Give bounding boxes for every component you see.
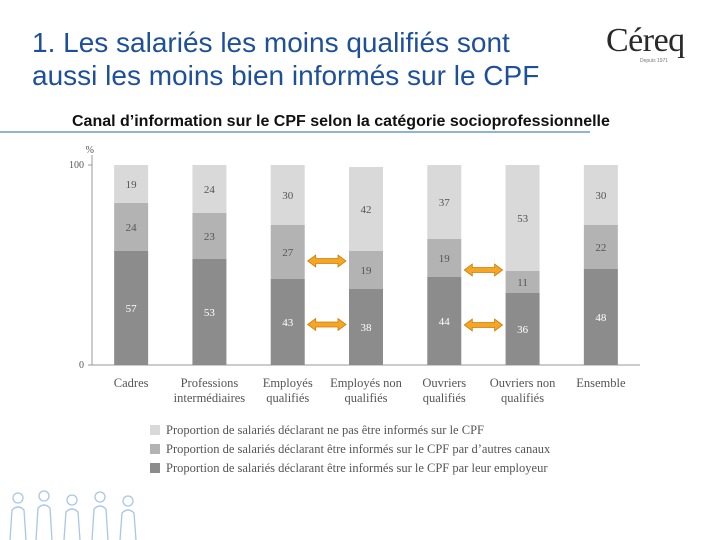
x-tick-label: qualifiés — [501, 391, 544, 405]
bar-value-label: 19 — [126, 179, 138, 191]
bar-value-label: 19 — [439, 253, 451, 265]
bar-value-label: 43 — [282, 317, 294, 329]
x-tick-label: Professions — [181, 376, 239, 390]
comparison-arrow-shape — [463, 318, 504, 332]
bar-segment — [427, 165, 462, 239]
bar-value-label: 38 — [361, 322, 373, 334]
bar-segment — [114, 165, 149, 203]
bar-segment — [270, 165, 305, 225]
x-tick-label: Ouvriers non — [490, 376, 556, 390]
bar-value-label: 24 — [126, 222, 138, 234]
bar-segment — [114, 251, 149, 365]
bar-value-label: 36 — [517, 324, 529, 336]
legend-swatch — [150, 444, 160, 454]
comparison-arrow — [307, 254, 347, 268]
x-tick-label: Employés — [263, 376, 313, 390]
x-tick-label: intermédiaires — [174, 391, 246, 405]
bar-segment — [270, 225, 305, 279]
legend-label: Proportion de salariés déclarant être in… — [166, 461, 548, 475]
legend-swatch — [150, 425, 160, 435]
bar-segment — [583, 269, 618, 365]
chart-subtitle: Canal d’information sur le CPF selon la … — [72, 113, 610, 130]
bar-value-label: 44 — [439, 316, 451, 328]
y-tick-label: 100 — [69, 160, 84, 171]
bar-value-label: 48 — [595, 312, 607, 324]
cereq-logo: Céreq Depuis 1971 — [606, 22, 696, 70]
bar-segment — [114, 203, 149, 251]
x-tick-label: qualifiés — [266, 391, 309, 405]
x-tick-label: Ouvriers — [422, 376, 466, 390]
bar-value-label: 22 — [595, 242, 606, 254]
bar-segment — [349, 167, 383, 251]
bar-segment — [192, 165, 227, 213]
bar-segment — [192, 259, 227, 365]
bar-segment — [583, 165, 618, 225]
bar-segment — [349, 251, 383, 289]
comparison-arrow-shape — [307, 317, 347, 332]
bar-value-label: 27 — [282, 247, 294, 259]
bar-value-label: 30 — [595, 190, 607, 202]
x-tick-label: qualifiés — [423, 391, 466, 405]
y-axis-label: % — [86, 145, 94, 156]
y-tick-label: 0 — [79, 360, 84, 371]
bar-value-label: 24 — [204, 184, 216, 196]
bar-value-label: 57 — [126, 303, 138, 315]
logo-tagline: Depuis 1971 — [640, 58, 669, 64]
bar-value-label: 30 — [282, 190, 294, 202]
comparison-arrow-shape — [463, 263, 504, 277]
slide-title-line-1: 1. Les salariés les moins qualifiés sont — [32, 27, 510, 58]
bar-value-label: 37 — [439, 197, 451, 209]
comparison-arrow-shape — [307, 254, 347, 268]
bar-value-label: 53 — [517, 213, 529, 225]
legend-label: Proportion de salariés déclarant ne pas … — [166, 423, 484, 437]
comparison-arrow — [463, 263, 504, 277]
slide-title-line-2: aussi les moins bien informés sur le CPF — [32, 60, 540, 91]
stacked-bar-chart: %100 0 57 24 19 Cadres 53 23 24 Professionsinterm… — [69, 145, 640, 475]
bar-segment — [583, 225, 618, 269]
bar-segment — [192, 213, 227, 259]
bar-segment — [427, 239, 462, 277]
x-tick-label: Cadres — [114, 376, 149, 390]
x-tick-label: Employés non — [330, 376, 403, 390]
bar-segment — [505, 271, 540, 293]
bar-value-label: 53 — [204, 307, 216, 319]
bar-segment — [270, 279, 305, 365]
bar-value-label: 42 — [361, 204, 372, 216]
x-tick-label: Ensemble — [576, 376, 626, 390]
people-silhouettes-icon — [9, 490, 137, 540]
legend-label: Proportion de salariés déclarant être in… — [166, 442, 551, 456]
comparison-arrow — [307, 317, 347, 332]
legend-swatch — [150, 463, 160, 473]
bar-value-label: 11 — [517, 277, 528, 289]
bar-segment — [427, 277, 462, 365]
title-divider — [0, 131, 590, 133]
bar-value-label: 23 — [204, 231, 216, 243]
logo-wordmark: Céreq — [606, 22, 685, 59]
x-tick-label: qualifiés — [344, 391, 387, 405]
slide-title: 1. Les salariés les moins qualifiés sont… — [32, 26, 592, 92]
bar-segment — [349, 289, 383, 365]
comparison-arrow — [463, 318, 504, 332]
bar-value-label: 19 — [361, 265, 373, 277]
bar-segment — [505, 293, 540, 365]
bar-segment — [505, 165, 540, 271]
